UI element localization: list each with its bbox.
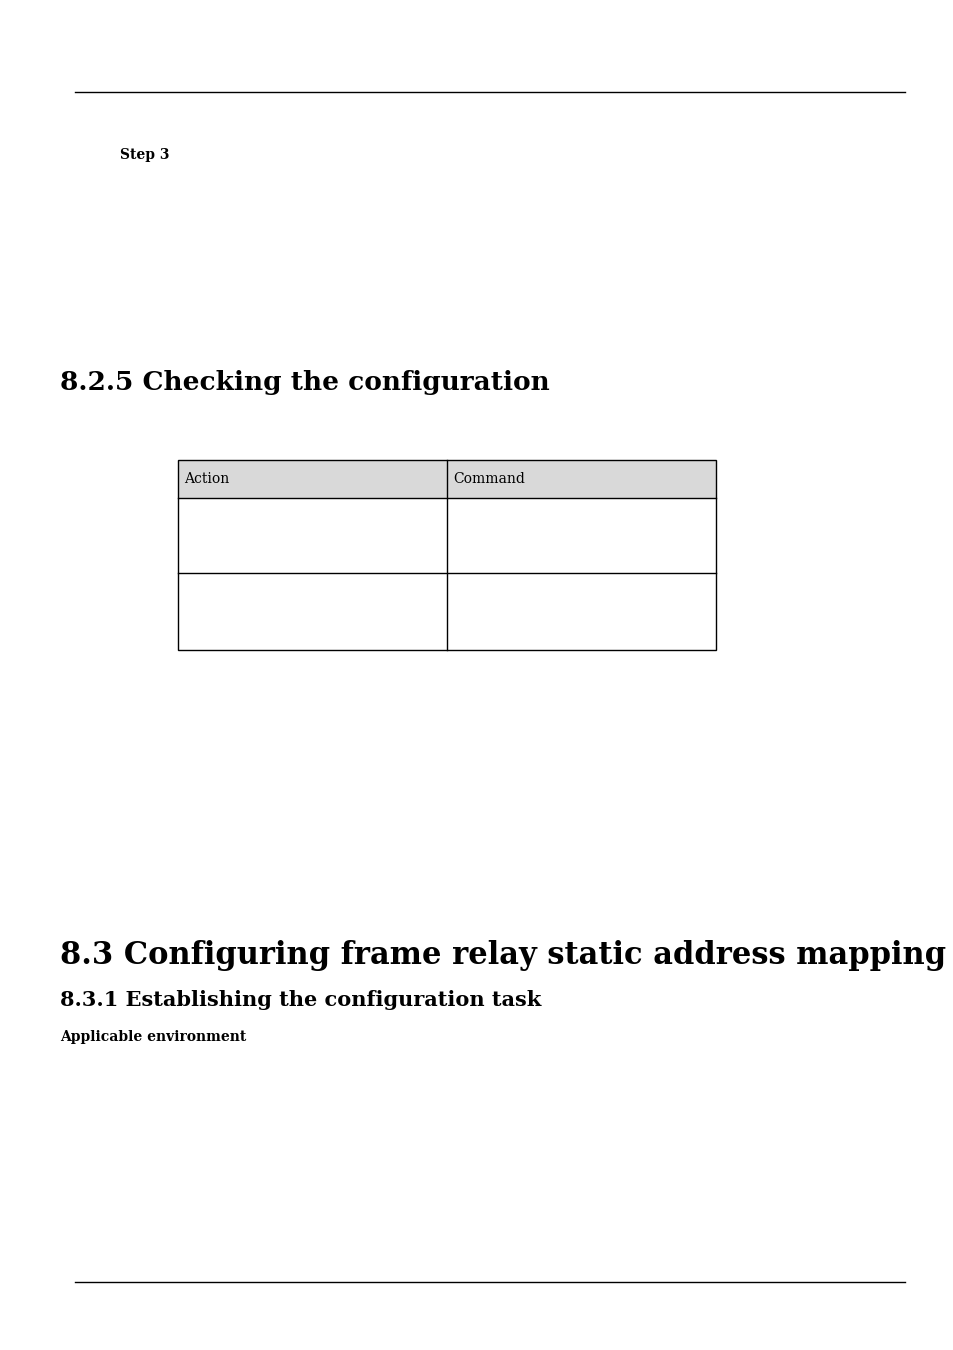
Text: 8.3.1 Establishing the configuration task: 8.3.1 Establishing the configuration tas… — [60, 990, 540, 1010]
Bar — [178, 460, 716, 498]
Text: Command: Command — [453, 472, 524, 486]
Text: 8.3 Configuring frame relay static address mapping: 8.3 Configuring frame relay static addre… — [60, 940, 945, 971]
Text: Applicable environment: Applicable environment — [60, 1030, 246, 1044]
Text: 8.2.5 Checking the configuration: 8.2.5 Checking the configuration — [60, 370, 549, 396]
Bar — [178, 460, 716, 649]
Text: Step 3: Step 3 — [120, 148, 170, 162]
Text: Action: Action — [184, 472, 229, 486]
